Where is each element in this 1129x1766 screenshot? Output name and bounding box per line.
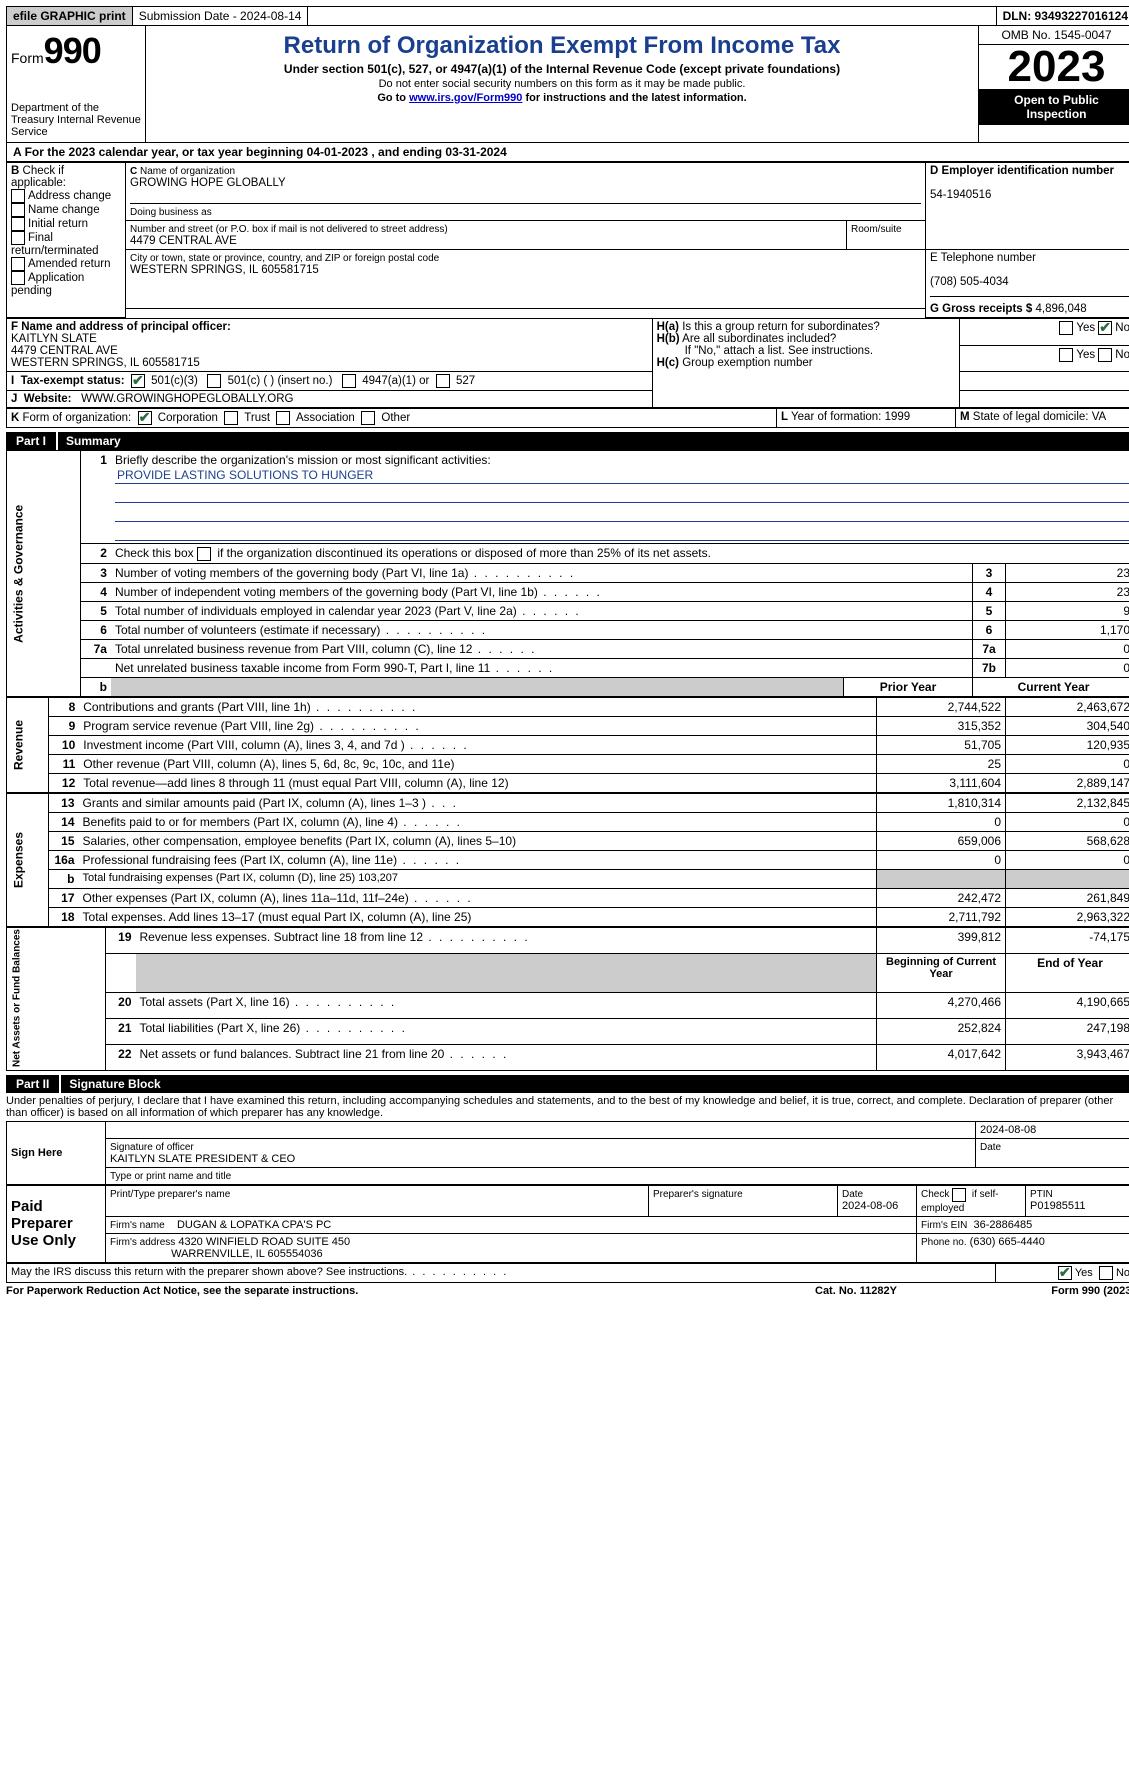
instructions-link[interactable]: www.irs.gov/Form990 — [409, 92, 522, 104]
sign-here-table: Sign Here 2024-08-08 Signature of office… — [6, 1121, 1129, 1185]
officer-name: KAITLYN SLATE — [11, 333, 97, 345]
cb-hb-yes[interactable] — [1059, 348, 1073, 362]
line2-text: Check this box if the organization disco… — [115, 546, 711, 560]
cb-address-change[interactable] — [11, 189, 25, 203]
officer-city: WESTERN SPRINGS, IL 605581715 — [11, 357, 200, 369]
cb-ha-no[interactable] — [1098, 321, 1112, 335]
box-b-label: Check if applicable: — [11, 165, 66, 189]
cb-name-change[interactable] — [11, 203, 25, 217]
type-name-label: Type or print name and title — [110, 1171, 231, 1182]
box-g-label: G Gross receipts $ — [930, 303, 1032, 315]
website-label: Website: — [24, 393, 72, 405]
cb-app-pending[interactable] — [11, 271, 25, 285]
dln: DLN: 93493227016124 — [996, 7, 1129, 25]
year-formation: 1999 — [885, 411, 911, 423]
sign-date: 2024-08-08 — [976, 1121, 1129, 1138]
cb-discuss-no[interactable] — [1099, 1266, 1113, 1280]
ssn-note: Do not enter social security numbers on … — [154, 78, 970, 90]
entity-info-grid: B Check if applicable: Address change Na… — [6, 162, 1129, 318]
hc-label: Group exemption number — [682, 357, 812, 369]
hb-label: Are all subordinates included? — [682, 333, 836, 345]
cb-4947[interactable] — [342, 374, 356, 388]
box-k-label: Form of organization: — [23, 412, 132, 424]
box-e-label: E Telephone number — [930, 252, 1036, 264]
cb-501c[interactable] — [207, 374, 221, 388]
cb-corp[interactable] — [138, 411, 152, 425]
cb-final-return[interactable] — [11, 231, 25, 245]
ptin: P01985511 — [1030, 1200, 1085, 1212]
submission-date: Submission Date - 2024-08-14 — [133, 7, 309, 25]
side-expenses: Expenses — [7, 793, 49, 926]
cb-ha-yes[interactable] — [1059, 321, 1073, 335]
summary-table: Activities & Governance 1 Briefly descri… — [6, 450, 1129, 697]
ha-label: Is this a group return for subordinates? — [682, 321, 880, 333]
goto-post: for instructions and the latest informat… — [522, 92, 746, 104]
firm-ein: 36-2886485 — [973, 1219, 1032, 1231]
city-state-zip: WESTERN SPRINGS, IL 605581715 — [130, 264, 319, 276]
page-footer: For Paperwork Reduction Act Notice, see … — [6, 1285, 1129, 1297]
officer-street: 4479 CENTRAL AVE — [11, 345, 118, 357]
telephone: (708) 505-4034 — [930, 276, 1009, 288]
room-label: Room/suite — [851, 224, 902, 235]
open-to-public: Open to Public Inspection — [979, 89, 1129, 125]
cb-other[interactable] — [361, 411, 375, 425]
mission-label: Briefly describe the organization's miss… — [115, 453, 491, 467]
ein: 54-1940516 — [930, 189, 991, 201]
part2-header: Part II Signature Block — [6, 1075, 1129, 1093]
org-name: GROWING HOPE GLOBALLY — [130, 177, 286, 189]
form-subtitle: Under section 501(c), 527, or 4947(a)(1)… — [154, 62, 970, 76]
firm-address-2: WARRENVILLE, IL 605554036 — [171, 1248, 322, 1260]
box-d-label: D Employer identification number — [930, 165, 1114, 177]
firm-phone: (630) 665-4440 — [970, 1236, 1045, 1248]
side-revenue: Revenue — [7, 697, 49, 792]
street-address: 4479 CENTRAL AVE — [130, 235, 237, 247]
state-domicile: VA — [1092, 411, 1107, 423]
officer-signature: KAITLYN SLATE PRESIDENT & CEO — [110, 1153, 295, 1165]
website-url[interactable]: WWW.GROWINGHOPEGLOBALLY.ORG — [81, 393, 293, 405]
firm-address-1: 4320 WINFIELD ROAD SUITE 450 — [178, 1236, 350, 1248]
paid-preparer-table: Paid Preparer Use Only Print/Type prepar… — [6, 1185, 1129, 1263]
firm-name: DUGAN & LOPATKA CPA'S PC — [177, 1219, 331, 1231]
cb-self-employed[interactable] — [952, 1188, 966, 1202]
perjury-statement: Under penalties of perjury, I declare th… — [6, 1093, 1129, 1121]
sign-here-label: Sign Here — [7, 1121, 106, 1184]
part1-header: Part I Summary — [6, 432, 1129, 450]
cb-discuss-yes[interactable] — [1058, 1266, 1072, 1280]
cb-assoc[interactable] — [276, 411, 290, 425]
cb-hb-no[interactable] — [1098, 348, 1112, 362]
discuss-question: May the IRS discuss this return with the… — [11, 1266, 508, 1278]
form-header: Form990 Department of the Treasury Inter… — [6, 26, 1129, 143]
gross-receipts: 4,896,048 — [1035, 303, 1086, 315]
city-label: City or town, state or province, country… — [130, 253, 439, 264]
form-title: Return of Organization Exempt From Incom… — [154, 32, 970, 60]
cb-initial-return[interactable] — [11, 217, 25, 231]
tax-exempt-label: Tax-exempt status: — [21, 375, 125, 387]
hb-note: If "No," attach a list. See instructions… — [685, 345, 873, 357]
form-number: Form990 — [11, 30, 141, 72]
goto-pre: Go to — [377, 92, 409, 104]
efile-print-button[interactable]: efile GRAPHIC print — [7, 7, 133, 25]
cb-amended[interactable] — [11, 257, 25, 271]
cb-discontinued[interactable] — [197, 547, 211, 561]
line-a-taxyear: A For the 2023 calendar year, or tax yea… — [6, 143, 1129, 162]
mission-text[interactable] — [115, 467, 1129, 484]
tax-year: 2023 — [979, 45, 1129, 89]
street-label: Number and street (or P.O. box if mail i… — [130, 224, 448, 235]
top-bar: efile GRAPHIC print Submission Date - 20… — [6, 6, 1129, 26]
cb-trust[interactable] — [224, 411, 238, 425]
box-f-label: F Name and address of principal officer: — [11, 321, 231, 333]
cb-527[interactable] — [436, 374, 450, 388]
paid-preparer-label: Paid Preparer Use Only — [7, 1185, 106, 1262]
cb-501c3[interactable] — [131, 374, 145, 388]
side-governance: Activities & Governance — [7, 451, 81, 697]
dept-treasury: Department of the Treasury Internal Reve… — [11, 102, 141, 138]
dba-label: Doing business as — [130, 207, 212, 218]
side-netassets: Net Assets or Fund Balances — [7, 927, 106, 1070]
